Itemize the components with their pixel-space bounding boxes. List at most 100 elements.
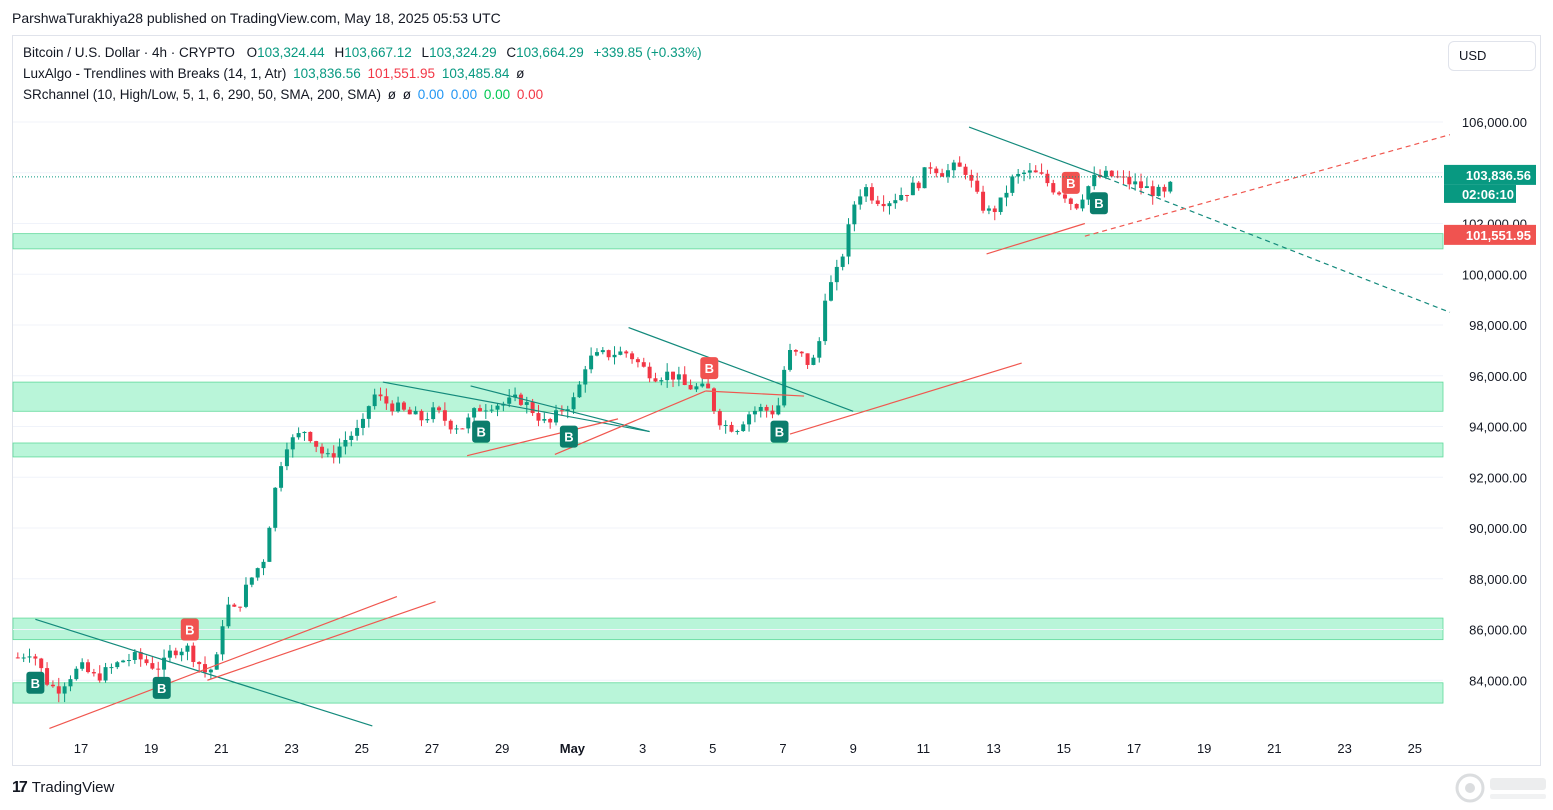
break-label: B: [185, 623, 194, 638]
candle-body: [524, 402, 529, 405]
candle-body: [981, 191, 986, 211]
break-label: B: [31, 676, 40, 691]
candle-body: [448, 420, 453, 430]
candle-body: [495, 405, 500, 410]
candle-body: [483, 410, 488, 412]
indicator-value: 0.00: [516, 87, 544, 102]
candle-body: [396, 402, 401, 412]
candle-body: [86, 662, 91, 673]
candle-body: [325, 453, 330, 455]
symbol-name[interactable]: Bitcoin / U.S. Dollar · 4h · CRYPTO: [23, 45, 235, 60]
chart-frame[interactable]: [12, 35, 1541, 766]
break-label-bg: [559, 425, 578, 448]
candle-body: [630, 353, 635, 360]
candle-body: [606, 350, 611, 358]
x-tick-label: 27: [425, 741, 439, 756]
candle-body: [74, 668, 79, 680]
candle-body: [109, 667, 114, 669]
x-tick-label: 17: [74, 741, 88, 756]
indicator-value: 0.00: [483, 87, 511, 102]
break-label: B: [705, 361, 714, 376]
y-tick-label: 94,000.00: [1469, 420, 1527, 435]
candle-body: [945, 170, 950, 177]
candle-body: [466, 417, 471, 429]
candle-body: [758, 406, 763, 411]
candle-body: [589, 355, 594, 370]
trendline-up: [49, 595, 398, 730]
candle-body: [969, 174, 974, 181]
candle-body: [530, 402, 535, 414]
candle-body: [132, 652, 137, 661]
candle-body: [138, 652, 143, 660]
watermark-icon: [1455, 773, 1546, 803]
candle-body: [688, 385, 693, 390]
candle-body: [1144, 186, 1149, 189]
trendline-down: [35, 618, 373, 727]
candle-body: [752, 410, 757, 415]
candle-body: [881, 203, 886, 207]
currency-button[interactable]: USD: [1448, 41, 1536, 71]
legend-symbol-row: Bitcoin / U.S. Dollar · 4h · CRYPTO O103…: [23, 45, 702, 60]
x-tick-label: May: [560, 741, 586, 756]
candle-body: [1086, 186, 1091, 200]
trendline-up: [986, 222, 1086, 255]
lower-level-tag: 101,551.95: [1466, 228, 1531, 243]
candle-body: [337, 446, 342, 458]
candle-body: [635, 359, 640, 363]
candle-body: [355, 427, 360, 436]
candle-body: [1103, 170, 1108, 177]
candle-body: [431, 407, 436, 420]
candle-body: [214, 654, 219, 670]
candle-body: [817, 341, 822, 358]
candle-body: [401, 402, 406, 410]
candle-body: [910, 182, 915, 196]
candle-body: [390, 403, 395, 412]
legend-indicator-luxalgo[interactable]: LuxAlgo - Trendlines with Breaks (14, 1,…: [23, 66, 524, 81]
low-value: 103,324.29: [429, 45, 497, 60]
candle-body: [203, 664, 208, 673]
candle-body: [694, 386, 699, 390]
candle-body: [554, 410, 559, 423]
candle-body: [284, 449, 289, 467]
candle-body: [62, 686, 67, 694]
candle-body: [1156, 186, 1161, 197]
break-label: B: [1094, 196, 1103, 211]
countdown-tag-bg: [1444, 184, 1516, 203]
candle-body: [998, 197, 1003, 213]
candle-body: [197, 661, 202, 665]
candle-body: [208, 669, 213, 673]
candle-body: [255, 568, 260, 578]
candle-body: [788, 349, 793, 370]
candle-body: [811, 357, 816, 365]
sr-zone: [12, 442, 1444, 458]
candle-body: [542, 419, 547, 421]
legend-indicator-srchannel[interactable]: SRchannel (10, High/Low, 5, 1, 6, 290, 5…: [23, 87, 543, 102]
candle-body: [671, 371, 676, 380]
break-label-bg: [180, 618, 199, 641]
x-tick-label: 7: [779, 741, 786, 756]
open-value: 103,324.44: [257, 45, 325, 60]
trendline-down: [968, 126, 1107, 179]
candle-body: [747, 414, 752, 425]
y-tick-label: 90,000.00: [1469, 521, 1527, 536]
break-label: B: [157, 681, 166, 696]
trendline-up: [554, 390, 707, 455]
candle-body: [349, 435, 354, 440]
candle-body: [565, 409, 570, 411]
candle-body: [472, 408, 477, 418]
break-label: B: [1066, 176, 1075, 191]
candle-body: [963, 166, 968, 175]
candle-body: [875, 200, 880, 204]
y-tick-label: 86,000.00: [1469, 623, 1527, 638]
candle-body: [735, 431, 740, 433]
break-label-bg: [152, 676, 171, 699]
candle-body: [314, 441, 319, 447]
candle-body: [618, 351, 623, 355]
x-tick-label: 5: [709, 741, 716, 756]
candle-body: [706, 383, 711, 389]
tradingview-logo[interactable]: 17 TradingView: [12, 779, 115, 796]
candle-body: [384, 396, 389, 404]
candle-body: [571, 397, 576, 410]
candle-body: [828, 282, 833, 301]
